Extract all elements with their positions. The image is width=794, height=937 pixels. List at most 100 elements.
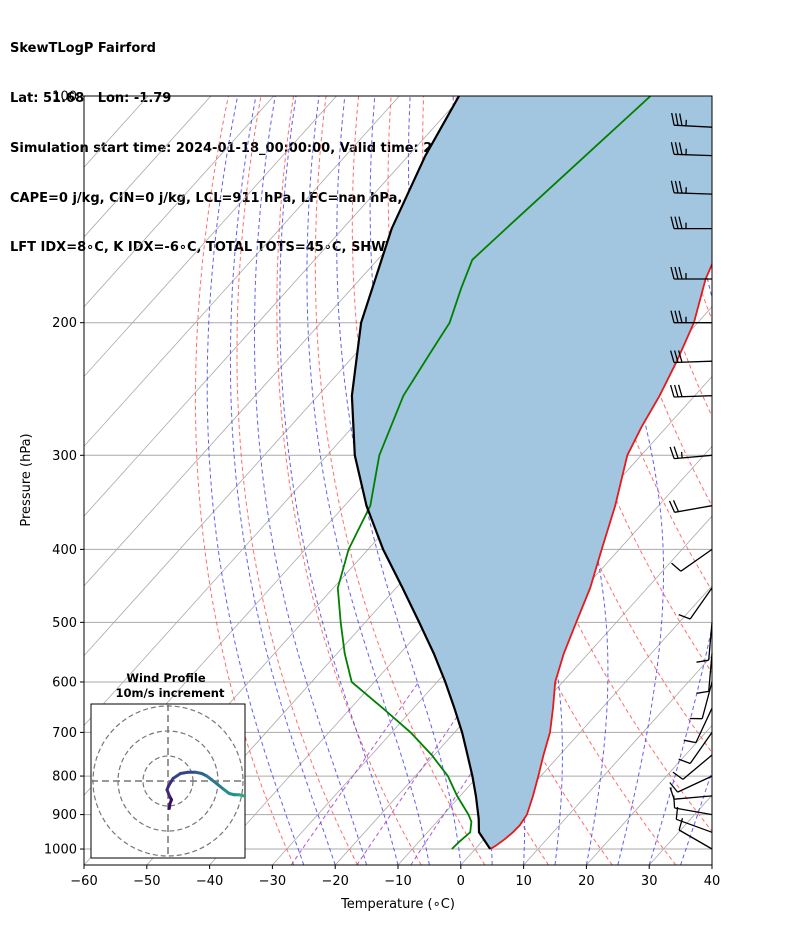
isotherm-line bbox=[460, 585, 712, 865]
dewpoint-line bbox=[336, 96, 652, 850]
wind-barb bbox=[678, 587, 713, 620]
moist-adiabat-line bbox=[648, 96, 712, 865]
isotherm-line bbox=[84, 96, 463, 517]
wind-barb-shape bbox=[670, 180, 713, 195]
isotherm-line bbox=[84, 96, 337, 378]
wind-barb bbox=[670, 216, 712, 230]
dry-adiabat-line bbox=[553, 96, 712, 592]
isotherm-line bbox=[334, 445, 712, 865]
y-tick-label: 1000 bbox=[44, 843, 77, 858]
x-tick-label: 20 bbox=[578, 874, 595, 889]
x-tick-label: 10 bbox=[515, 874, 532, 889]
hodograph-plot bbox=[91, 704, 245, 858]
y-tick-label: 300 bbox=[52, 449, 77, 464]
hodograph-segment bbox=[171, 772, 182, 780]
moist-adiabat-line bbox=[306, 96, 430, 865]
x-tick-label: −60 bbox=[70, 874, 97, 889]
wind-barb bbox=[669, 446, 713, 460]
dry-adiabat-line bbox=[276, 96, 422, 865]
y-tick-label: 100 bbox=[52, 90, 77, 105]
x-tick-label: 40 bbox=[704, 874, 721, 889]
temperature-line bbox=[489, 262, 712, 850]
wind-barb-shape bbox=[672, 754, 713, 780]
y-axis: 1000 900 800 700 600 500 400 300 200 100 bbox=[44, 90, 84, 858]
moist-adiabat-line bbox=[680, 769, 712, 865]
wind-barb bbox=[689, 681, 713, 720]
isotherm-line bbox=[84, 96, 212, 238]
y-tick-label: 700 bbox=[52, 726, 77, 741]
y-tick-label: 800 bbox=[52, 770, 77, 785]
wind-barb bbox=[696, 653, 713, 694]
wind-barb-shape bbox=[670, 142, 713, 157]
wind-barb bbox=[683, 707, 713, 744]
dry-adiabat-line bbox=[749, 96, 794, 865]
isotherm-line bbox=[84, 96, 274, 308]
dry-adiabat-line bbox=[236, 96, 358, 865]
cape-area bbox=[351, 96, 712, 849]
wind-barb-shape bbox=[670, 216, 712, 230]
x-axis: −60 −50 −40 −30 −20 −10 0 10 20 30 40 bbox=[70, 865, 720, 889]
y-axis-label: Pressure (hPa) bbox=[19, 433, 34, 526]
x-tick-label: 0 bbox=[457, 874, 465, 889]
profiles bbox=[336, 96, 712, 850]
wind-barb-shape bbox=[669, 350, 713, 364]
wind-barb-shape bbox=[696, 622, 713, 663]
mixing-ratio-line bbox=[290, 681, 420, 865]
dry-adiabat-line bbox=[716, 96, 794, 865]
x-tick-label: −30 bbox=[259, 874, 286, 889]
mixing-ratio-line bbox=[410, 681, 533, 865]
wind-barb bbox=[671, 548, 713, 572]
station-location: Lat: 51.68 Lon: -1.79 bbox=[10, 90, 172, 106]
isotherm-line bbox=[523, 655, 712, 865]
moist-adiabat-line bbox=[711, 863, 712, 865]
isotherm-line bbox=[586, 724, 712, 865]
wind-barb-shape bbox=[669, 384, 713, 398]
moist-adiabat-line bbox=[279, 96, 399, 865]
wind-barb-shape bbox=[669, 787, 713, 800]
dry-adiabat-line bbox=[314, 96, 486, 865]
wind-barb bbox=[670, 142, 713, 157]
wind-barb-shape bbox=[689, 681, 713, 720]
hodograph-title: Wind Profile bbox=[126, 671, 206, 685]
wind-barb bbox=[678, 732, 713, 765]
wind-barb bbox=[669, 350, 713, 364]
cape-shading bbox=[351, 96, 712, 849]
hodograph-subtitle: 10m/s increment bbox=[116, 686, 225, 700]
isotherm-line bbox=[84, 96, 400, 447]
wind-barbs bbox=[668, 112, 713, 850]
x-axis-label: Temperature (∘C) bbox=[340, 897, 455, 912]
x-tick-label: −50 bbox=[133, 874, 160, 889]
moist-adiabat-line bbox=[254, 96, 368, 865]
moist-adiabat-line bbox=[336, 96, 462, 865]
y-tick-label: 500 bbox=[52, 616, 77, 631]
wind-barb-shape bbox=[669, 446, 713, 460]
wind-barb-shape bbox=[671, 548, 713, 572]
wind-barb bbox=[670, 266, 712, 280]
y-tick-label: 900 bbox=[52, 808, 77, 823]
moist-adiabat-line bbox=[206, 96, 305, 865]
wind-barb bbox=[669, 787, 713, 800]
wind-barb-shape bbox=[683, 707, 713, 744]
dry-adiabat-line bbox=[781, 96, 794, 865]
wind-barb-shape bbox=[669, 775, 713, 793]
wind-barb bbox=[670, 310, 712, 324]
isotherm-line bbox=[711, 864, 712, 865]
mixing-ratio-line bbox=[356, 681, 482, 865]
wind-barb-shape bbox=[668, 500, 713, 513]
wind-barb-shape bbox=[670, 310, 712, 324]
moist-adiabat-line bbox=[229, 96, 336, 865]
x-tick-label: 30 bbox=[641, 874, 658, 889]
wind-barb-shape bbox=[671, 112, 713, 128]
wind-barb bbox=[671, 112, 713, 128]
wind-barb-shape bbox=[678, 818, 713, 850]
wind-barb bbox=[668, 500, 713, 513]
wind-barb bbox=[669, 775, 713, 793]
dry-adiabat-line bbox=[422, 96, 677, 865]
y-tick-label: 600 bbox=[52, 675, 77, 690]
x-tick-label: −10 bbox=[384, 874, 411, 889]
x-tick-label: −40 bbox=[196, 874, 223, 889]
isotherm-line bbox=[775, 96, 794, 865]
y-tick-label: 200 bbox=[52, 316, 77, 331]
wind-barb-shape bbox=[678, 587, 713, 620]
